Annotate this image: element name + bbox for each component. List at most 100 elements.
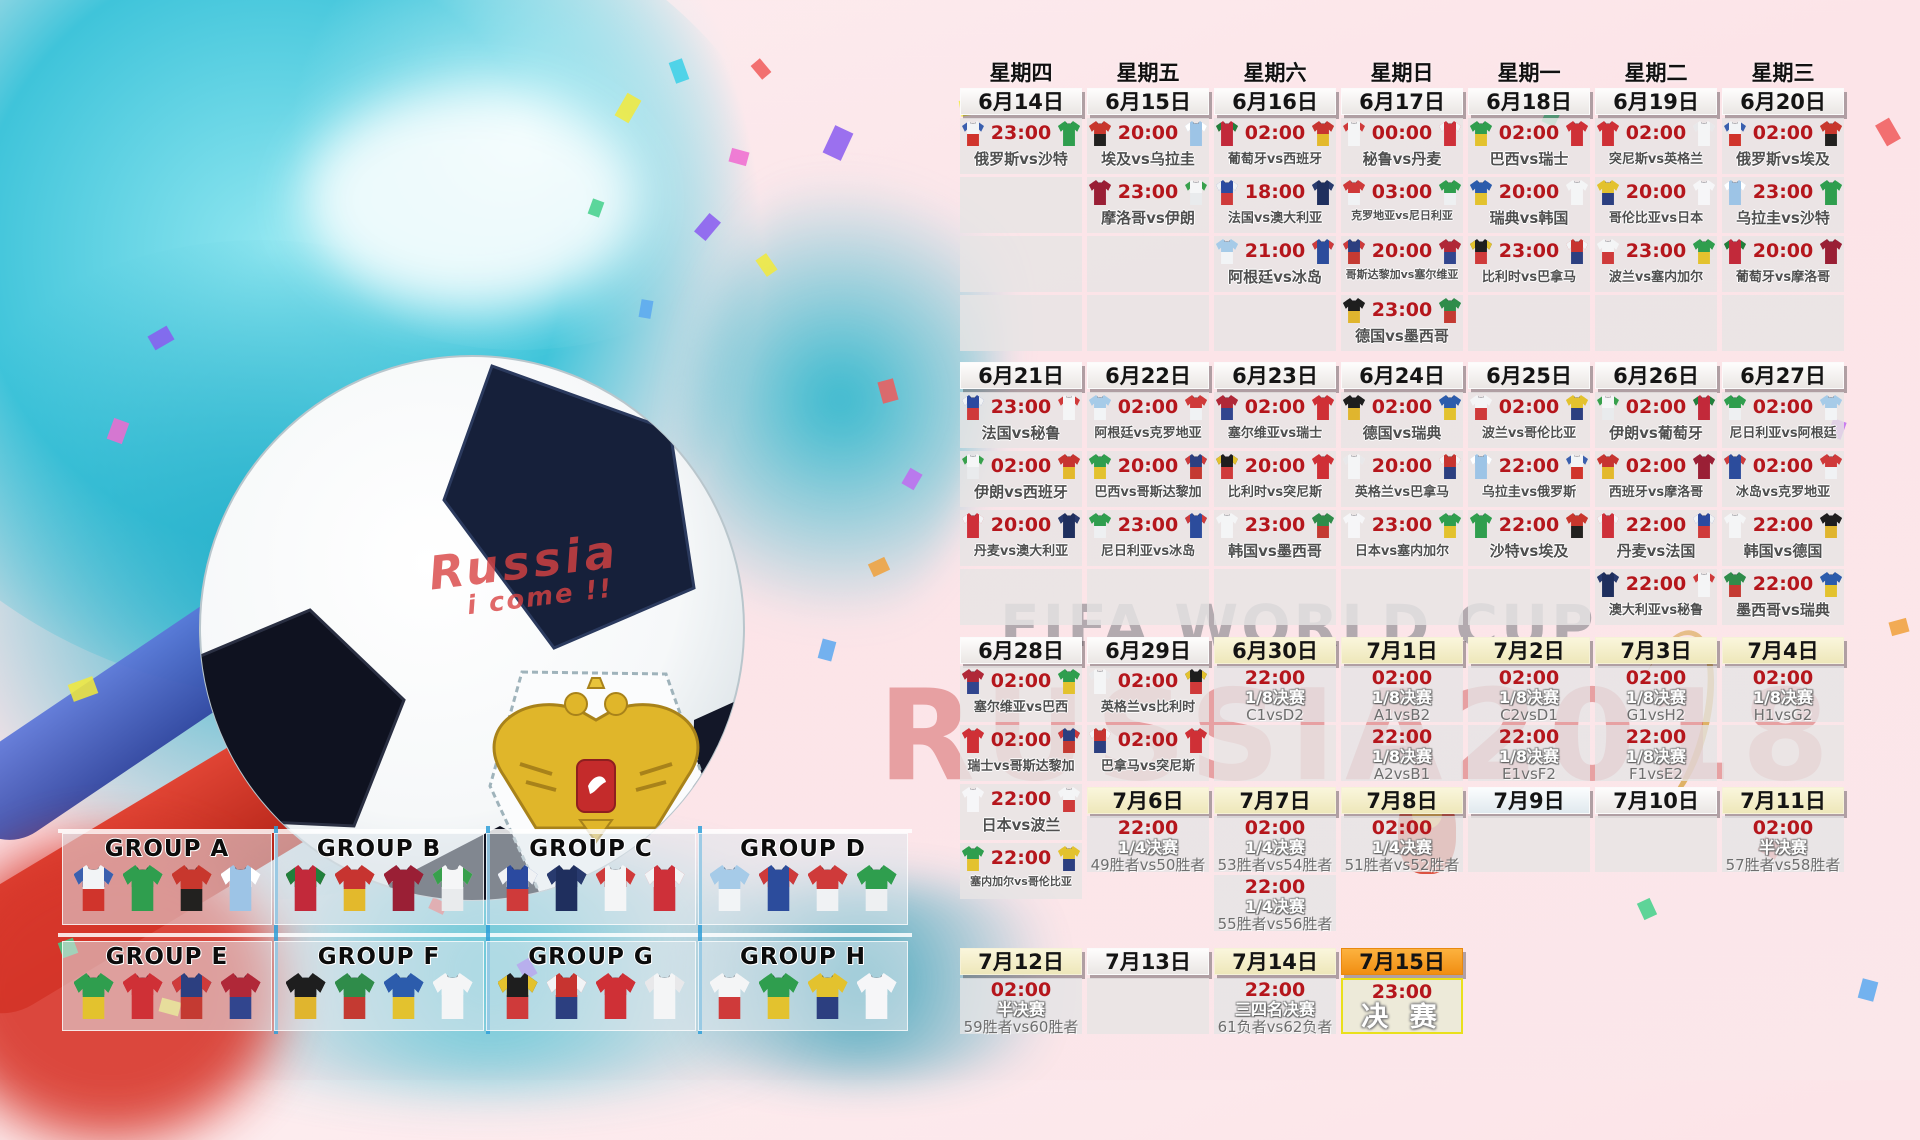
jersey-sleeve xyxy=(1613,572,1619,584)
match-label: 塞尔维亚vs巴西 xyxy=(973,700,1069,715)
jersey-collar xyxy=(349,973,360,979)
jersey-sleeve xyxy=(1470,180,1476,192)
jersey-sleeve xyxy=(1328,513,1334,525)
jersey-sleeve xyxy=(1820,513,1826,525)
match-label: 巴拿马vs突尼斯 xyxy=(1100,759,1196,774)
jersey-sleeve xyxy=(1089,395,1095,407)
jersey-collar xyxy=(300,865,311,871)
jersey-sleeve xyxy=(978,846,984,858)
match-top-row: 02:00 xyxy=(960,451,1082,479)
jersey-sleeve xyxy=(1455,454,1461,466)
jersey-sleeve xyxy=(1185,454,1191,466)
jersey-sleeve xyxy=(1105,728,1111,740)
jersey-sleeve xyxy=(1724,239,1730,251)
match-time: 21:00 xyxy=(1244,240,1306,262)
jersey-sleeve xyxy=(104,973,114,996)
match-top-row: 20:00 xyxy=(1341,451,1463,479)
match-cell: 23:00 韩国vs墨西哥 xyxy=(1214,510,1336,566)
jersey-sleeve xyxy=(1597,395,1603,407)
jersey-icon-突尼斯 xyxy=(595,973,636,1019)
match-cell: 02:00 波兰vs哥伦比亚 xyxy=(1468,392,1590,448)
weekday-label: 星期一 xyxy=(1497,61,1561,85)
match-top-row: 20:00 xyxy=(1468,177,1590,205)
jersey-sleeve xyxy=(978,787,984,799)
jersey-sleeve xyxy=(1693,572,1699,584)
jersey-sleeve xyxy=(1201,669,1207,681)
jersey-icon-塞内加尔 xyxy=(758,973,799,1019)
jersey-sleeve xyxy=(1582,239,1588,251)
match-top-row: 22:00 xyxy=(1722,569,1844,597)
knockout-cell: 02:00 1/8决赛 A1vsB2 xyxy=(1341,666,1463,724)
match-cell: 23:00 日本vs塞内加尔 xyxy=(1341,510,1463,566)
jersey-icon-瑞士 xyxy=(122,973,163,1019)
jersey-icon-冰岛 xyxy=(758,865,799,911)
jersey-sleeve xyxy=(1470,513,1476,525)
group-panel: GROUP E xyxy=(62,941,272,1031)
jersey-sleeve xyxy=(626,865,636,888)
jersey-sleeve xyxy=(1343,121,1349,133)
group-panels: GROUP A GROUP B GROUP C GROUP D GROUP E GROUP… xyxy=(62,826,908,1034)
jersey-icon-瑞典 xyxy=(383,973,424,1019)
empty-cell xyxy=(1468,569,1590,625)
match-top-row: 20:00 xyxy=(1214,451,1336,479)
empty-cell xyxy=(960,569,1082,625)
jersey-collar xyxy=(137,973,148,979)
knockout-time: 22:00 xyxy=(1498,726,1560,748)
jersey-sleeve xyxy=(1359,180,1365,192)
match-time: 22:00 xyxy=(1752,514,1814,536)
match-cell: 02:00 瑞士vs哥斯达黎加 xyxy=(960,725,1082,781)
jersey-sleeve xyxy=(709,973,719,996)
knockout-time: 22:00 xyxy=(1244,876,1306,898)
empty-cell xyxy=(1595,816,1717,872)
match-label: 乌拉圭vs沙特 xyxy=(1736,209,1830,227)
jersey-sleeve xyxy=(316,973,326,996)
jersey-icon-波兰 xyxy=(709,973,750,1019)
jersey-sleeve xyxy=(1185,121,1191,133)
match-top-row: 23:00 xyxy=(1722,177,1844,205)
knockout-stage: 半决赛 xyxy=(996,1000,1045,1019)
jersey-sleeve xyxy=(1693,239,1699,251)
match-cell: 20:00 巴西vs哥斯达黎加 xyxy=(1087,451,1209,507)
knockout-stage: 1/8决赛 xyxy=(1498,688,1560,707)
jersey-sleeve xyxy=(1105,454,1111,466)
empty-cell xyxy=(1214,295,1336,351)
knockout-cell: 02:00 1/4决赛 53胜者vs54胜者 xyxy=(1214,816,1336,874)
match-label: 英格兰vs比利时 xyxy=(1100,700,1196,715)
jersey-sleeve xyxy=(1597,121,1603,133)
jersey-sleeve xyxy=(1836,513,1842,525)
jersey-sleeve xyxy=(644,973,654,996)
match-label: 沙特vs埃及 xyxy=(1489,542,1569,560)
match-cell: 23:00 比利时vs巴拿马 xyxy=(1468,236,1590,292)
match-cell: 20:00 埃及vs乌拉圭 xyxy=(1087,118,1209,174)
jersey-sleeve xyxy=(1312,513,1318,525)
jersey-sleeve xyxy=(1216,180,1222,192)
jersey-sleeve xyxy=(1105,180,1111,192)
jersey-collar xyxy=(561,973,572,979)
empty-cell xyxy=(1468,816,1590,872)
date-button: 6月22日 xyxy=(1087,362,1209,389)
jersey-sleeve xyxy=(1439,180,1445,192)
jersey-collar xyxy=(88,973,99,979)
match-label: 尼日利亚vs阿根廷 xyxy=(1729,426,1837,441)
knockout-stage: 1/4决赛 xyxy=(1244,838,1306,857)
jersey-sleeve xyxy=(1724,395,1730,407)
date-button: 6月17日 xyxy=(1341,88,1463,115)
jersey-sleeve xyxy=(1328,395,1334,407)
knockout-stage: 1/8决赛 xyxy=(1371,688,1433,707)
jersey-sleeve xyxy=(978,728,984,740)
jersey-sleeve xyxy=(887,865,897,888)
match-cell: 20:00 丹麦vs澳大利亚 xyxy=(960,510,1082,566)
match-top-row: 22:00 xyxy=(1722,510,1844,538)
jersey-sleeve xyxy=(595,973,605,996)
match-time: 22:00 xyxy=(1498,455,1560,477)
jersey-sleeve xyxy=(1470,395,1476,407)
jersey-sleeve xyxy=(1597,180,1603,192)
jersey-sleeve xyxy=(220,865,230,888)
jersey-sleeve xyxy=(1105,669,1111,681)
jersey-sleeve xyxy=(1597,239,1603,251)
match-time: 02:00 xyxy=(1117,396,1179,418)
white-burst-art xyxy=(300,90,640,310)
jersey-collar xyxy=(659,865,670,871)
jersey-sleeve xyxy=(1343,395,1349,407)
match-time: 02:00 xyxy=(1625,455,1687,477)
